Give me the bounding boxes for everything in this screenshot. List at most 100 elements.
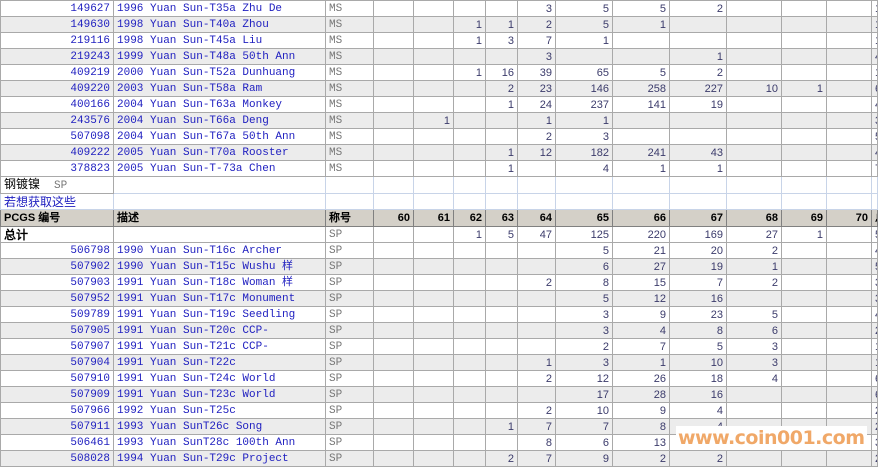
cell-row-total: 34 (871, 274, 878, 291)
cell-pcgs-number[interactable]: 507904 (0, 354, 114, 371)
cell-description[interactable]: 2000 Yuan Sun-T52a Dunhuang (113, 64, 326, 81)
cell-row-total: 12 (871, 32, 878, 49)
cell-pcgs-number[interactable]: 507902 (0, 258, 114, 275)
cell-description[interactable]: 1993 Yuan SunT26c Song (113, 418, 326, 435)
cell-pcgs-number[interactable]: 219116 (0, 32, 114, 49)
cell-pcgs-number[interactable]: 378823 (0, 160, 114, 177)
cell-grade-60 (373, 48, 414, 65)
cell-grade-68 (726, 434, 782, 451)
cell-description[interactable]: 1990 Yuan Sun-T15c Wushu 样 (113, 258, 326, 275)
cell-pcgs-number[interactable]: 219243 (0, 48, 114, 65)
cell-pcgs-number[interactable]: 149627 (0, 0, 114, 17)
cell-description[interactable]: 1998 Yuan Sun-T40a Zhou (113, 16, 326, 33)
info-link[interactable]: 若想获取这些 (0, 193, 114, 210)
cell-description[interactable]: 1991 Yuan Sun-T24c World (113, 370, 326, 387)
cell-grade-69 (781, 306, 827, 323)
cell-description[interactable]: 2004 Yuan Sun-T63a Monkey (113, 96, 326, 113)
table-row: 409219 2000 Yuan Sun-T52a Dunhuang MS 1 16 39… (0, 64, 878, 81)
cell-pcgs-number[interactable]: 509789 (0, 306, 114, 323)
cell-grade-62 (453, 370, 486, 387)
cell-pcgs-number[interactable]: 507098 (0, 128, 114, 145)
cell-designation: SP (325, 322, 374, 339)
header-total[interactable]: 总计 (871, 209, 878, 227)
cell-pcgs-number[interactable]: 508028 (0, 450, 114, 467)
cell-pcgs-number[interactable]: 409220 (0, 80, 114, 97)
header-designation[interactable]: 称号 (325, 209, 374, 227)
cell-description[interactable]: 1991 Yuan Sun-T23c World (113, 386, 326, 403)
cell-grade-69 (781, 418, 827, 435)
cell-pcgs-number[interactable]: 506461 (0, 434, 114, 451)
header-grade-66[interactable]: 66 (612, 209, 670, 227)
cell-description[interactable]: 1999 Yuan Sun-T48a 50th Ann (113, 48, 326, 65)
cell-description[interactable]: 1991 Yuan Sun-T20c CCP- (113, 322, 326, 339)
cell-pcgs-number[interactable]: 507952 (0, 290, 114, 307)
header-grade-67[interactable]: 67 (669, 209, 727, 227)
cell-description[interactable]: 2005 Yuan Sun-T-73a Chen (113, 160, 326, 177)
cell-grade-66: 28 (612, 386, 670, 403)
header-grade-61[interactable]: 61 (413, 209, 454, 227)
totals-grade-68: 27 (726, 226, 782, 243)
cell-pcgs-number[interactable]: 507905 (0, 322, 114, 339)
table-row: 507903 1991 Yuan Sun-T18c Woman 样 SP 2 8 15 7 2… (0, 274, 878, 291)
cell-grade-69 (781, 434, 827, 451)
cell-description[interactable]: 2003 Yuan Sun-T58a Ram (113, 80, 326, 97)
cell-grade-64: 8 (517, 434, 556, 451)
header-grade-62[interactable]: 62 (453, 209, 486, 227)
header-grade-70[interactable]: 70 (826, 209, 872, 227)
cell-grade-70 (826, 338, 872, 355)
cell-pcgs-number[interactable]: 507911 (0, 418, 114, 435)
header-grade-68[interactable]: 68 (726, 209, 782, 227)
cell-pcgs-number[interactable]: 409219 (0, 64, 114, 81)
header-description[interactable]: 描述 (113, 209, 326, 227)
cell-description[interactable]: 1991 Yuan Sun-T22c (113, 354, 326, 371)
cell-description[interactable]: 1991 Yuan Sun-T19c Seedling (113, 306, 326, 323)
cell-description[interactable]: 1993 Yuan SunT28c 100th Ann (113, 434, 326, 451)
cell-description[interactable]: 1992 Yuan Sun-T25c (113, 402, 326, 419)
cell-description[interactable]: 1996 Yuan Sun-T35a Zhu De (113, 0, 326, 17)
cell-pcgs-number[interactable]: 507907 (0, 338, 114, 355)
cell-designation: MS (325, 160, 374, 177)
cell-grade-61 (413, 274, 454, 291)
cell-pcgs-number[interactable]: 507903 (0, 274, 114, 291)
cell-grade-60 (373, 418, 414, 435)
cell-pcgs-number[interactable]: 400166 (0, 96, 114, 113)
header-grade-60[interactable]: 60 (373, 209, 414, 227)
cell-grade-67: 19 (669, 96, 727, 113)
cell-description[interactable]: 2004 Yuan Sun-T67a 50th Ann (113, 128, 326, 145)
cell-description[interactable]: 1994 Yuan Sun-T29c Project (113, 450, 326, 467)
cell-description[interactable]: 2005 Yuan Sun-T70a Rooster (113, 144, 326, 161)
cell-grade-70 (826, 418, 872, 435)
cell-description[interactable]: 2004 Yuan Sun-T66a Deng (113, 112, 326, 129)
cell-description[interactable]: 1991 Yuan Sun-T17c Monument (113, 290, 326, 307)
cell-pcgs-number[interactable]: 507910 (0, 370, 114, 387)
cell-grade-61 (413, 434, 454, 451)
cell-grade-67: 5 (669, 434, 727, 451)
header-pcgs-number[interactable]: PCGS 编号 (0, 209, 114, 227)
cell-grade-66: 7 (612, 338, 670, 355)
header-grade-65[interactable]: 65 (555, 209, 613, 227)
cell-grade-67 (669, 32, 727, 49)
cell-grade-68 (726, 418, 782, 435)
cell-grade-61 (413, 370, 454, 387)
cell-grade-65: 7 (555, 418, 613, 435)
header-grade-69[interactable]: 69 (781, 209, 827, 227)
cell-grade-61 (413, 338, 454, 355)
cell-pcgs-number[interactable]: 149630 (0, 16, 114, 33)
cell-grade-66: 258 (612, 80, 670, 97)
cell-grade-65: 5 (555, 242, 613, 259)
cell-grade-64: 2 (517, 128, 556, 145)
cell-pcgs-number[interactable]: 507966 (0, 402, 114, 419)
header-grade-64[interactable]: 64 (517, 209, 556, 227)
cell-description[interactable]: 1990 Yuan Sun-T16c Archer (113, 242, 326, 259)
cell-pcgs-number[interactable]: 507909 (0, 386, 114, 403)
cell-pcgs-number[interactable]: 506798 (0, 242, 114, 259)
cell-pcgs-number[interactable]: 409222 (0, 144, 114, 161)
cell-pcgs-number[interactable]: 243576 (0, 112, 114, 129)
cell-description[interactable]: 1991 Yuan Sun-T21c CCP- (113, 338, 326, 355)
cell-description[interactable]: 1991 Yuan Sun-T18c Woman 样 (113, 274, 326, 291)
cell-description[interactable]: 1998 Yuan Sun-T45a Liu (113, 32, 326, 49)
header-grade-63[interactable]: 63 (485, 209, 518, 227)
cell-grade-70 (826, 370, 872, 387)
cell-grade-60 (373, 434, 414, 451)
